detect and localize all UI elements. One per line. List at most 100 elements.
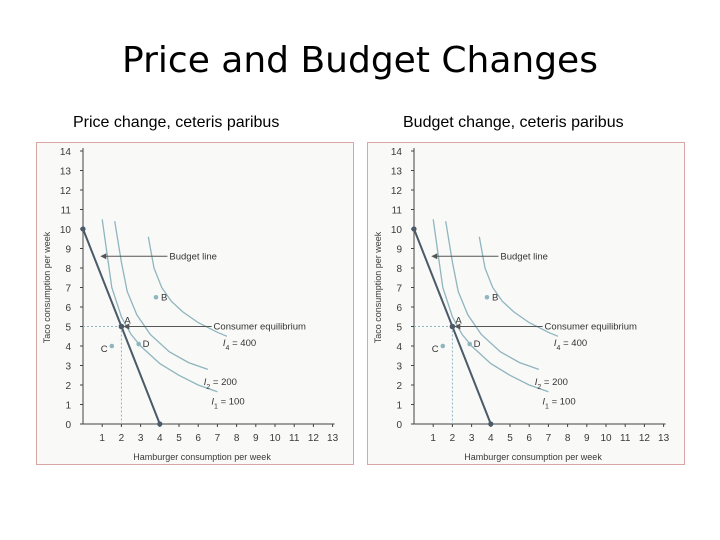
curve-label-value: = 400 — [560, 338, 587, 349]
y-tick-label: 11 — [392, 206, 403, 217]
curve-label-letter: I — [542, 397, 545, 408]
indifference-curve-i2 — [445, 221, 540, 371]
point-label-d: D — [143, 339, 150, 350]
y-tick-label: 10 — [60, 225, 72, 236]
left-chart-panel: 0 1 2 3 4 5 6 7 8 9 10 11 12 13 14 1 2 3 4 5 6 7 8 9 10 11 12 13 Ham… — [36, 142, 354, 465]
budget-intercept-x-point — [157, 421, 163, 427]
indifference-curve-i2 — [114, 221, 209, 371]
equilibrium-label: Consumer equilibrium — [214, 322, 306, 333]
budget-intercept-y-point — [80, 226, 86, 232]
curve-label-letter: I — [535, 377, 538, 388]
slide-title: Price and Budget Changes — [122, 40, 598, 81]
curve-label-i2: I2 = 200 — [535, 377, 568, 391]
budget-line-label: Budget line — [169, 251, 217, 262]
point-label-a: A — [455, 316, 462, 327]
x-tick-label: 10 — [600, 433, 612, 444]
curve-label-subscript: 4 — [557, 345, 561, 352]
x-tick-label: 3 — [469, 433, 475, 444]
x-tick-label: 5 — [507, 433, 513, 444]
y-tick-label: 10 — [391, 225, 403, 236]
point-label-b: B — [492, 292, 498, 303]
y-tick-label: 7 — [396, 284, 402, 295]
x-tick-label: 7 — [215, 433, 221, 444]
curve-label-value: = 100 — [218, 397, 245, 408]
y-tick-label: 14 — [391, 147, 403, 158]
x-tick-label: 7 — [546, 433, 552, 444]
y-tick-label: 3 — [396, 362, 402, 373]
y-tick-label: 12 — [391, 186, 403, 197]
x-tick-label: 13 — [658, 433, 670, 444]
curve-label-letter: I — [211, 397, 214, 408]
y-tick-label: 4 — [396, 342, 402, 353]
x-tick-label: 4 — [488, 433, 494, 444]
point-d — [136, 341, 141, 347]
point-a — [449, 323, 456, 330]
equilibrium-label: Consumer equilibrium — [545, 322, 637, 333]
curve-label-value: = 400 — [229, 338, 256, 349]
curve-label-subscript: 2 — [537, 384, 541, 391]
budget-intercept-x-point — [488, 421, 494, 427]
x-tick-label: 1 — [99, 433, 105, 444]
x-tick-label: 4 — [157, 433, 163, 444]
indifference-curve-i1 — [101, 219, 218, 393]
x-tick-label: 6 — [195, 433, 201, 444]
y-tick-label: 13 — [60, 167, 72, 178]
equilibrium-arrowhead — [123, 323, 130, 330]
y-tick-label: 4 — [65, 342, 71, 353]
equilibrium-arrowhead — [454, 323, 461, 330]
curve-label-i4: I4 = 400 — [223, 338, 256, 352]
point-c — [440, 343, 446, 349]
x-tick-label: 2 — [450, 433, 456, 444]
y-tick-label: 6 — [65, 303, 71, 314]
indifference-curve-i4 — [478, 236, 559, 337]
y-tick-label: 5 — [65, 323, 71, 334]
x-tick-label: 9 — [253, 433, 259, 444]
budget-line-label: Budget line — [500, 251, 548, 262]
x-tick-label: 12 — [308, 433, 320, 444]
x-tick-label: 10 — [269, 433, 281, 444]
left-chart-subtitle: Price change, ceteris paribus — [73, 114, 280, 131]
y-tick-label: 9 — [65, 245, 71, 256]
y-tick-label: 7 — [65, 284, 71, 295]
x-tick-label: 3 — [138, 433, 144, 444]
x-tick-label: 1 — [430, 433, 436, 444]
curve-label-letter: I — [204, 377, 207, 388]
y-tick-label: 11 — [61, 206, 72, 217]
point-c — [109, 343, 115, 349]
y-tick-label: 14 — [60, 147, 72, 158]
curve-label-value: = 200 — [541, 377, 568, 388]
y-axis-label: Taco consumption per week — [373, 231, 383, 343]
point-label-b: B — [161, 292, 167, 303]
y-tick-label: 13 — [391, 167, 403, 178]
indifference-curve-i4 — [147, 236, 228, 337]
indifference-curve-i1 — [432, 219, 549, 393]
y-tick-label: 8 — [65, 264, 71, 275]
y-tick-label: 0 — [65, 420, 71, 431]
y-tick-label: 2 — [65, 381, 71, 392]
curve-label-subscript: 1 — [545, 403, 549, 410]
x-tick-label: 12 — [639, 433, 651, 444]
point-b — [153, 294, 159, 300]
curve-label-value: = 100 — [549, 397, 576, 408]
x-tick-label: 9 — [584, 433, 590, 444]
x-axis-label: Hamburger consumption per week — [133, 452, 271, 462]
curve-label-subscript: 4 — [226, 345, 230, 352]
point-label-a: A — [124, 316, 131, 327]
point-label-d: D — [474, 339, 481, 350]
x-tick-label: 8 — [565, 433, 571, 444]
curve-label-i1: I1 = 100 — [542, 397, 575, 411]
curve-label-subscript: 1 — [214, 403, 218, 410]
right-chart-subtitle: Budget change, ceteris paribus — [403, 114, 624, 131]
y-tick-label: 12 — [60, 186, 72, 197]
curve-label-subscript: 2 — [206, 384, 210, 391]
x-tick-label: 5 — [176, 433, 182, 444]
point-label-c: C — [432, 344, 439, 355]
curve-label-value: = 200 — [210, 377, 237, 388]
budget-line-arrowhead — [100, 253, 107, 260]
curve-label-i4: I4 = 400 — [554, 338, 587, 352]
y-tick-label: 8 — [396, 264, 402, 275]
right-chart-panel: 0 1 2 3 4 5 6 7 8 9 10 11 12 13 14 1 2 3 4 5 6 7 8 9 10 11 12 13 Ham… — [367, 142, 685, 465]
curve-label-i1: I1 = 100 — [211, 397, 244, 411]
